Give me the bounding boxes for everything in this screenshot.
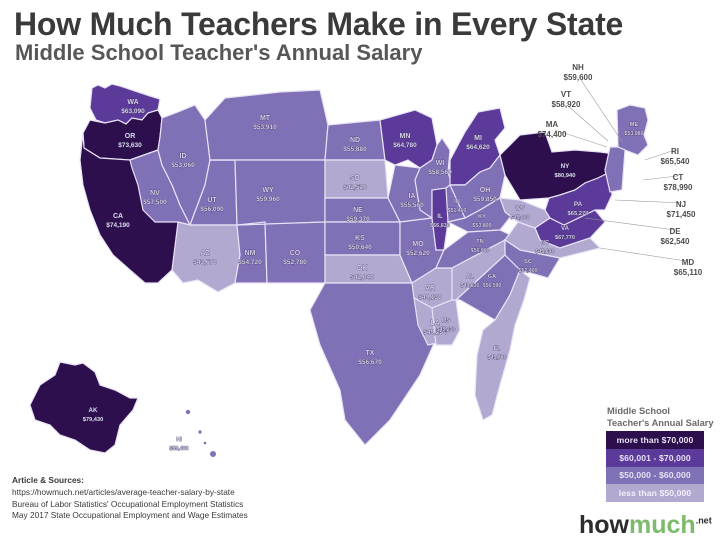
svg-text:IN: IN [454,199,460,205]
svg-text:TX: TX [366,350,375,357]
svg-text:$45,230: $45,230 [437,327,456,333]
svg-text:$54,720: $54,720 [238,259,262,266]
svg-text:$52,400: $52,400 [518,268,537,274]
svg-text:MN: MN [400,133,411,140]
svg-text:OK: OK [357,265,368,272]
svg-text:$63,090: $63,090 [121,108,145,115]
svg-text:NM: NM [245,250,256,257]
svg-text:AK: AK [89,407,98,414]
svg-text:$45,000: $45,000 [510,215,529,221]
svg-text:SC: SC [524,259,533,265]
svg-text:$59,480: $59,480 [169,446,188,452]
svg-text:MS: MS [442,318,451,324]
svg-text:MI: MI [474,135,482,142]
svg-text:$45,690: $45,690 [535,249,554,255]
svg-text:NE: NE [353,207,363,214]
svg-text:NV: NV [150,190,160,197]
svg-text:UT: UT [207,197,217,204]
svg-text:KY: KY [478,214,486,220]
svg-text:$73,630: $73,630 [118,142,142,149]
svg-text:NC: NC [541,240,550,246]
svg-text:$42,040: $42,040 [350,274,374,281]
svg-text:AL: AL [466,274,474,280]
svg-text:IL: IL [437,214,443,220]
svg-text:$49,130: $49,130 [418,294,442,301]
svg-text:TN: TN [476,239,483,245]
svg-text:$55,880: $55,880 [343,146,367,153]
svg-text:WA: WA [127,99,138,106]
svg-text:$74,190: $74,190 [106,222,130,229]
svg-text:WI: WI [436,160,445,167]
svg-text:LA: LA [430,320,439,327]
svg-text:NY: NY [561,163,571,170]
svg-text:OH: OH [480,187,491,194]
svg-text:ND: ND [350,137,360,144]
svg-text:ID: ID [180,153,187,160]
svg-text:SD: SD [350,175,360,182]
svg-text:$51,410: $51,410 [448,208,467,214]
svg-text:KS: KS [355,235,365,242]
svg-text:$50,060: $50,060 [471,248,490,254]
svg-text:$64,780: $64,780 [393,142,417,149]
svg-text:AZ: AZ [200,250,210,257]
svg-text:FL: FL [494,346,501,352]
svg-text:$59,960: $59,960 [256,196,280,203]
svg-text:VA: VA [561,226,570,232]
svg-text:$49,630: $49,630 [461,283,480,289]
svg-text:MO: MO [412,241,424,248]
svg-text:$43,670: $43,670 [193,259,217,266]
svg-text:$42,520: $42,520 [343,184,367,191]
svg-text:$53,080: $53,080 [624,131,643,137]
svg-text:$56,090: $56,090 [200,206,224,213]
svg-text:MT: MT [260,115,271,122]
svg-text:$57,500: $57,500 [143,199,167,206]
svg-text:$53,800: $53,800 [472,223,491,229]
svg-text:$65,270: $65,270 [568,211,589,217]
svg-text:IA: IA [409,193,416,200]
svg-text:$67,770: $67,770 [555,235,575,241]
svg-text:$59,850: $59,850 [473,196,497,203]
svg-text:$58,560: $58,560 [428,169,452,176]
svg-text:$59,370: $59,370 [346,216,370,223]
svg-text:AR: AR [425,285,435,292]
svg-text:WY: WY [262,187,274,194]
svg-text:$79,430: $79,430 [83,417,104,423]
svg-text:$55,560: $55,560 [400,202,424,209]
svg-text:$50,640: $50,640 [348,244,372,251]
svg-text:$66,630: $66,630 [430,223,450,229]
svg-text:HI: HI [176,437,182,443]
svg-text:$80,940: $80,940 [555,173,576,179]
svg-text:$53,910: $53,910 [253,124,277,131]
svg-text:$64,620: $64,620 [466,144,490,151]
svg-text:$52,620: $52,620 [406,250,430,257]
svg-text:$56,670: $56,670 [358,359,382,366]
svg-text:$53,060: $53,060 [171,162,195,169]
svg-text:CA: CA [113,213,123,220]
svg-text:OR: OR [125,133,136,140]
svg-text:$49,780: $49,780 [488,355,507,361]
svg-text:WV: WV [515,206,524,212]
svg-text:CO: CO [290,250,301,257]
svg-text:$56,590: $56,590 [483,283,502,289]
svg-text:GA: GA [488,274,496,280]
svg-text:ME: ME [630,122,639,128]
svg-text:PA: PA [574,201,583,208]
svg-text:$52,780: $52,780 [283,259,307,266]
